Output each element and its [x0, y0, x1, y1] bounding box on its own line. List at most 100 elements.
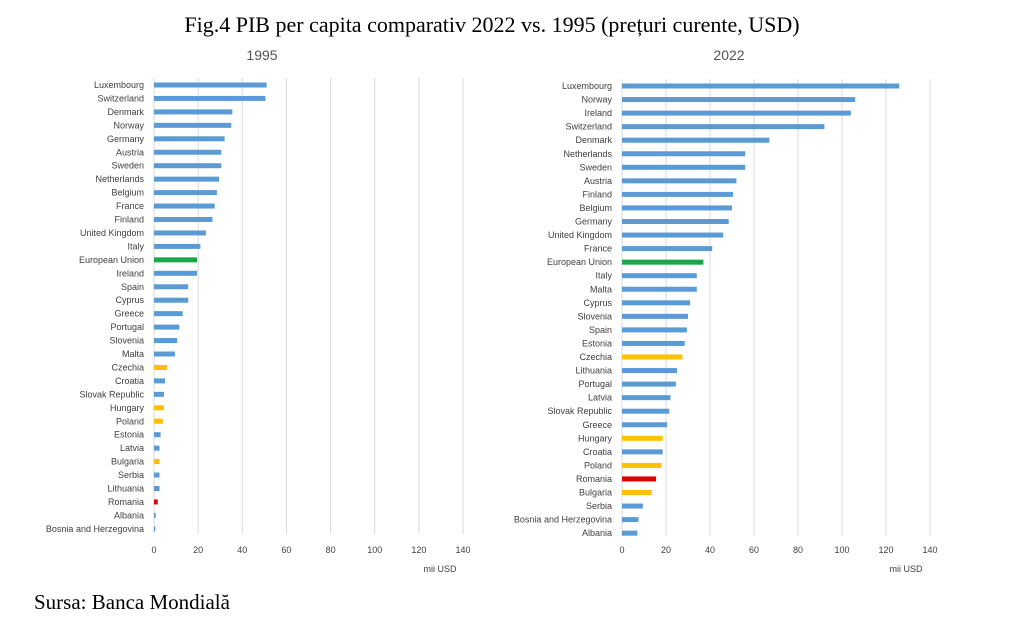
category-label: Netherlands: [95, 174, 144, 184]
x-tick-label: 140: [922, 545, 937, 555]
category-label: Italy: [595, 271, 612, 281]
category-label: Denmark: [107, 107, 144, 117]
bar: [622, 340, 685, 346]
category-label: Sweden: [111, 161, 144, 171]
x-tick-label: 20: [661, 545, 671, 555]
bar: [622, 259, 704, 265]
bar: [622, 300, 691, 306]
category-label: Latvia: [588, 393, 612, 403]
bar: [154, 418, 163, 424]
category-label: Slovak Republic: [79, 389, 144, 399]
category-label: Portugal: [110, 322, 144, 332]
bar: [154, 217, 213, 222]
category-label: Romania: [576, 474, 612, 484]
x-tick-label: 120: [411, 545, 426, 555]
bar: [622, 462, 662, 468]
category-label: Finland: [114, 215, 144, 225]
category-label: Denmark: [575, 135, 612, 145]
figure-title: Fig.4 PIB per capita comparativ 2022 vs.…: [184, 12, 800, 37]
category-label: Malta: [590, 284, 612, 294]
bar: [154, 391, 164, 397]
category-label: Romania: [108, 497, 144, 507]
bar: [154, 190, 217, 196]
category-label: Belgium: [579, 203, 612, 213]
bar: [154, 405, 164, 411]
bar: [154, 512, 156, 518]
bar: [622, 422, 668, 428]
bar: [154, 243, 201, 249]
x-tick-label: 100: [367, 545, 382, 555]
x-tick-label: 0: [151, 545, 156, 555]
bar: [622, 408, 670, 414]
bar: [622, 517, 639, 523]
bar: [154, 378, 166, 384]
category-label: Bulgaria: [111, 457, 144, 467]
x-axis-label: mii USD: [890, 564, 923, 574]
bar: [622, 313, 688, 319]
bar: [622, 219, 729, 224]
category-label: Czechia: [579, 352, 612, 362]
category-label: European Union: [547, 257, 612, 267]
panel-title: 1995: [246, 47, 277, 63]
x-tick-label: 100: [834, 545, 849, 555]
bar: [154, 459, 160, 465]
x-tick-label: 40: [705, 545, 715, 555]
category-label: Belgium: [111, 188, 144, 198]
bar: [154, 432, 161, 438]
category-label: Bulgaria: [579, 488, 612, 498]
category-label: Norway: [113, 120, 144, 130]
bar: [154, 364, 168, 370]
category-label: Norway: [581, 95, 612, 105]
bar: [154, 136, 225, 142]
x-tick-label: 80: [326, 545, 336, 555]
bar: [154, 149, 222, 155]
bar: [622, 381, 676, 387]
category-label: Luxembourg: [562, 81, 612, 91]
bar: [154, 445, 160, 451]
bar: [622, 368, 677, 374]
bar: [622, 83, 900, 89]
bar: [154, 486, 160, 491]
x-tick-label: 60: [749, 545, 759, 555]
bar: [622, 205, 732, 211]
category-label: Croatia: [115, 376, 144, 386]
category-label: Spain: [589, 325, 612, 335]
bar: [622, 232, 724, 238]
category-label: Italy: [127, 241, 144, 251]
category-label: Slovak Republic: [547, 406, 612, 416]
bar: [622, 503, 643, 509]
source-note: Sursa: Banca Mondială: [34, 590, 230, 614]
category-label: Germany: [107, 134, 145, 144]
bar: [622, 327, 687, 333]
bar: [154, 95, 266, 101]
category-label: Finland: [582, 189, 612, 199]
x-tick-label: 140: [455, 545, 470, 555]
bar: [154, 203, 215, 209]
bar: [154, 499, 158, 505]
bar: [622, 286, 697, 292]
bar: [154, 230, 206, 236]
category-label: Estonia: [582, 338, 612, 348]
bar: [622, 191, 734, 197]
x-axis-label: mii USD: [424, 564, 457, 574]
category-label: Serbia: [586, 501, 612, 511]
category-label: Ireland: [116, 268, 144, 278]
category-label: United Kingdom: [80, 228, 144, 238]
category-label: Cyprus: [115, 295, 144, 305]
category-label: Spain: [121, 282, 144, 292]
bar: [154, 270, 198, 276]
category-label: Serbia: [118, 470, 144, 480]
bar: [622, 97, 856, 103]
category-label: France: [584, 244, 612, 254]
category-label: Estonia: [114, 430, 144, 440]
bar: [154, 324, 180, 330]
bar: [622, 110, 851, 116]
bar: [622, 124, 825, 130]
category-label: Switzerland: [97, 93, 144, 103]
bar: [154, 472, 160, 478]
category-label: France: [116, 201, 144, 211]
x-tick-label: 40: [237, 545, 247, 555]
bar: [154, 284, 189, 290]
category-label: Croatia: [583, 447, 612, 457]
